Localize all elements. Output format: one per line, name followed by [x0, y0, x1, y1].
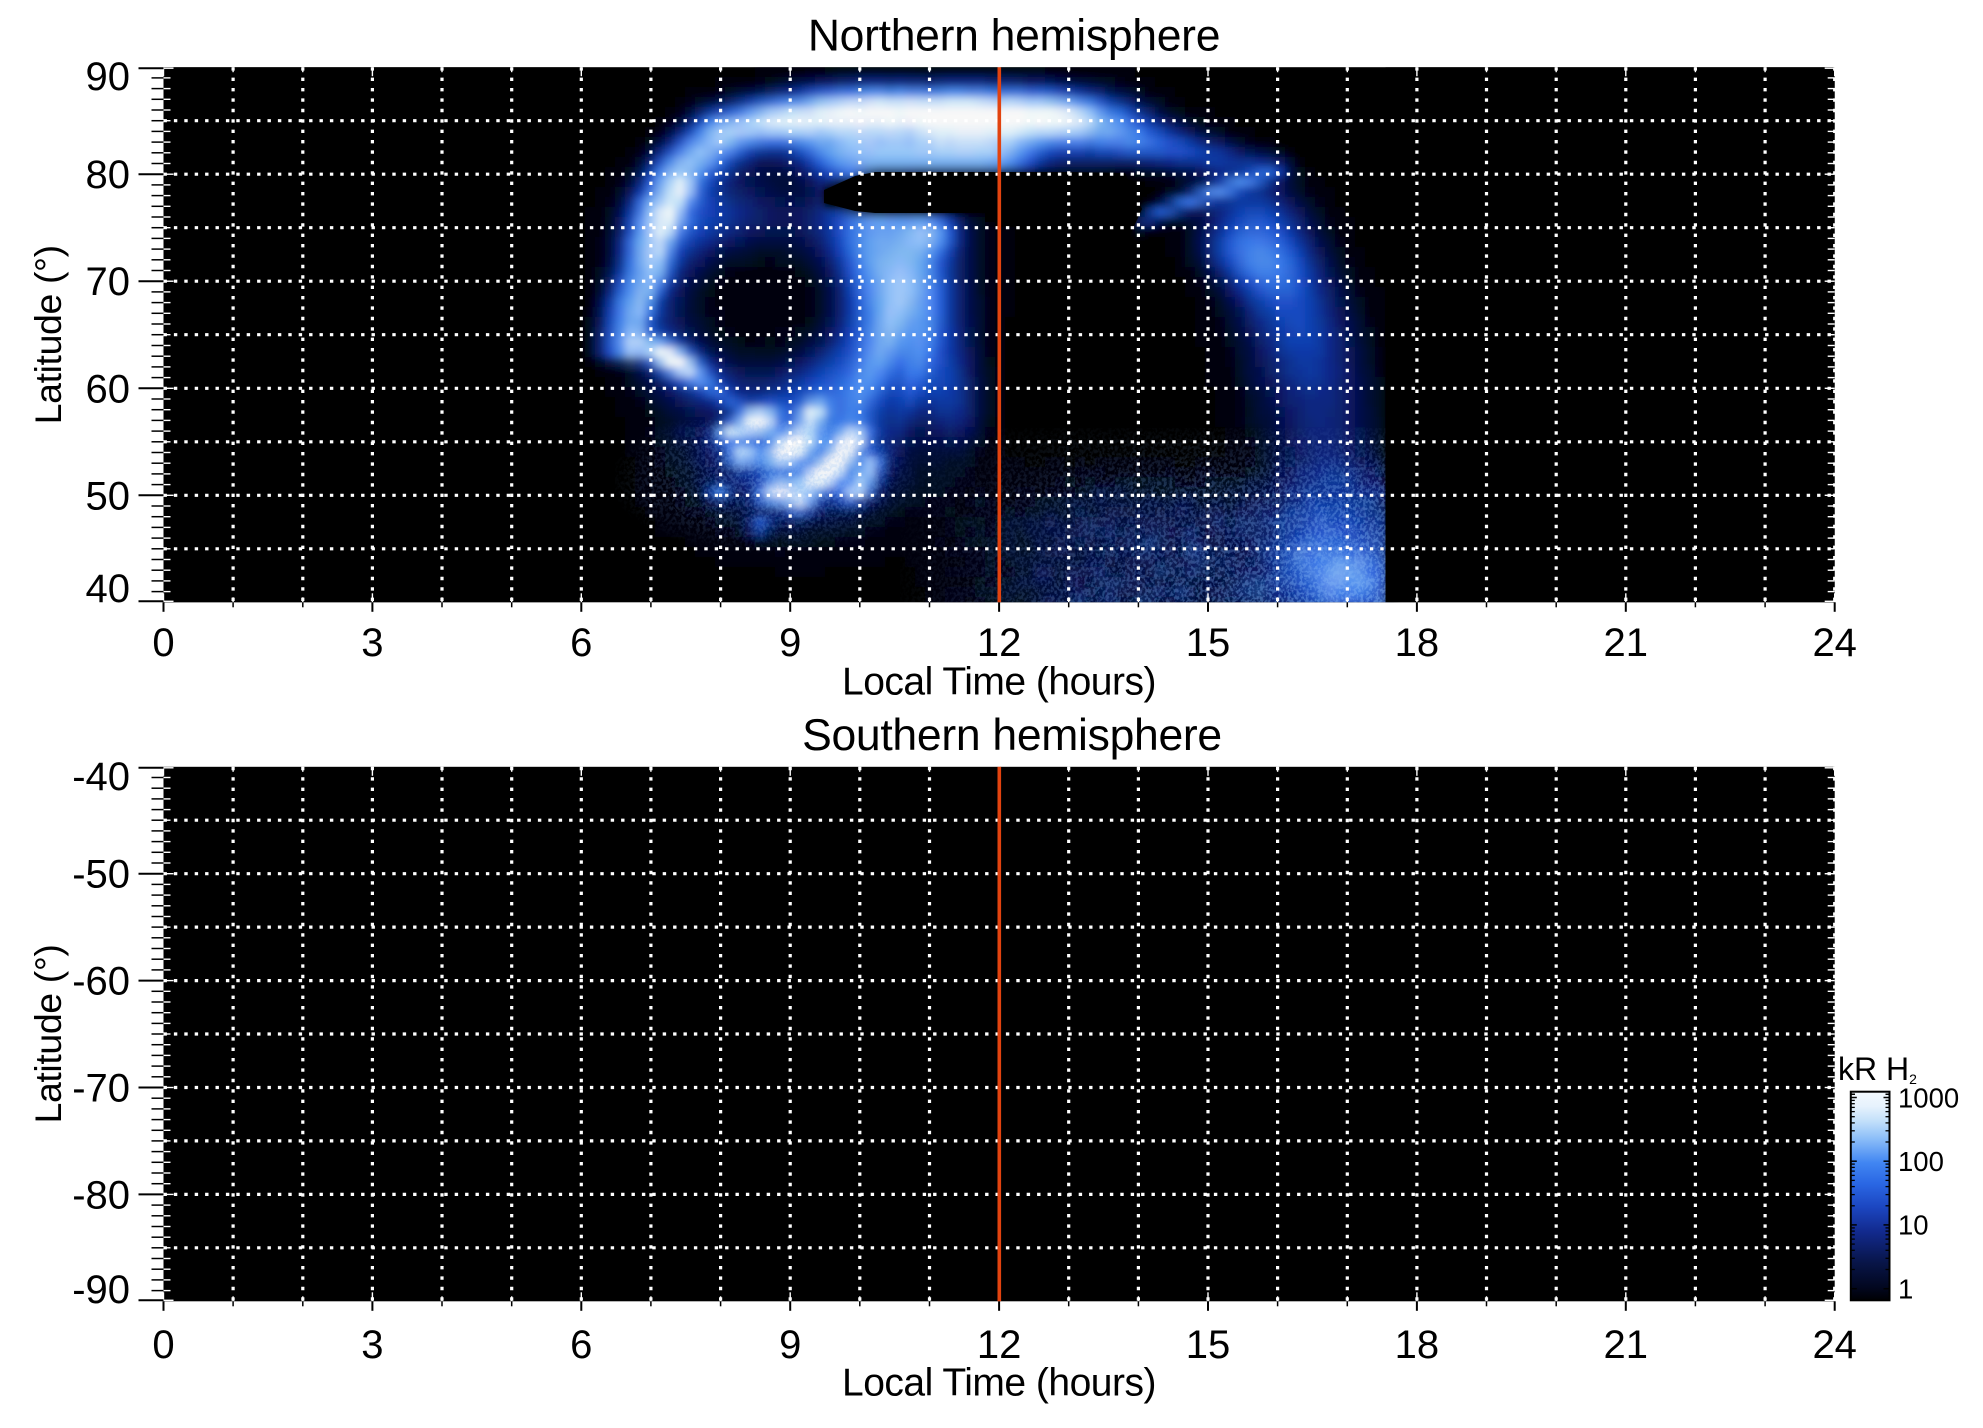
svg-text:kR H2: kR H2 — [1838, 1051, 1917, 1087]
svg-text:-80: -80 — [72, 1173, 130, 1217]
svg-text:60: 60 — [86, 367, 131, 411]
svg-text:24: 24 — [1812, 621, 1857, 665]
svg-text:80: 80 — [86, 153, 131, 197]
svg-text:21: 21 — [1604, 621, 1649, 665]
svg-text:-60: -60 — [72, 960, 130, 1004]
svg-text:18: 18 — [1395, 621, 1440, 665]
svg-text:Local Time (hours): Local Time (hours) — [842, 661, 1156, 704]
svg-text:40: 40 — [86, 567, 131, 611]
svg-text:9: 9 — [779, 621, 801, 665]
svg-text:50: 50 — [86, 474, 131, 518]
svg-text:18: 18 — [1395, 1323, 1440, 1367]
svg-text:24: 24 — [1812, 1323, 1857, 1367]
svg-text:-90: -90 — [72, 1268, 130, 1312]
svg-text:6: 6 — [570, 1323, 592, 1367]
svg-text:12: 12 — [977, 621, 1022, 665]
svg-text:1000: 1000 — [1898, 1082, 1959, 1113]
svg-text:Southern hemisphere: Southern hemisphere — [802, 711, 1222, 760]
svg-text:0: 0 — [152, 621, 174, 665]
svg-text:Latitude (°): Latitude (°) — [27, 245, 69, 424]
svg-text:9: 9 — [779, 1323, 801, 1367]
svg-text:-40: -40 — [72, 755, 130, 799]
svg-text:Northern hemisphere: Northern hemisphere — [808, 12, 1220, 61]
svg-text:70: 70 — [86, 260, 131, 304]
svg-text:Latitude (°): Latitude (°) — [27, 944, 69, 1123]
svg-text:Local Time (hours): Local Time (hours) — [842, 1362, 1156, 1405]
svg-text:15: 15 — [1186, 621, 1231, 665]
svg-text:-50: -50 — [72, 853, 130, 897]
svg-text:10: 10 — [1898, 1210, 1929, 1241]
svg-text:15: 15 — [1186, 1323, 1231, 1367]
svg-text:1: 1 — [1898, 1274, 1913, 1305]
svg-text:21: 21 — [1604, 1323, 1649, 1367]
svg-text:0: 0 — [152, 1323, 174, 1367]
svg-text:90: 90 — [86, 55, 131, 99]
svg-text:-70: -70 — [72, 1067, 130, 1111]
svg-text:3: 3 — [361, 1323, 383, 1367]
svg-text:6: 6 — [570, 621, 592, 665]
svg-text:12: 12 — [977, 1323, 1022, 1367]
svg-text:100: 100 — [1898, 1146, 1944, 1177]
svg-text:3: 3 — [361, 621, 383, 665]
